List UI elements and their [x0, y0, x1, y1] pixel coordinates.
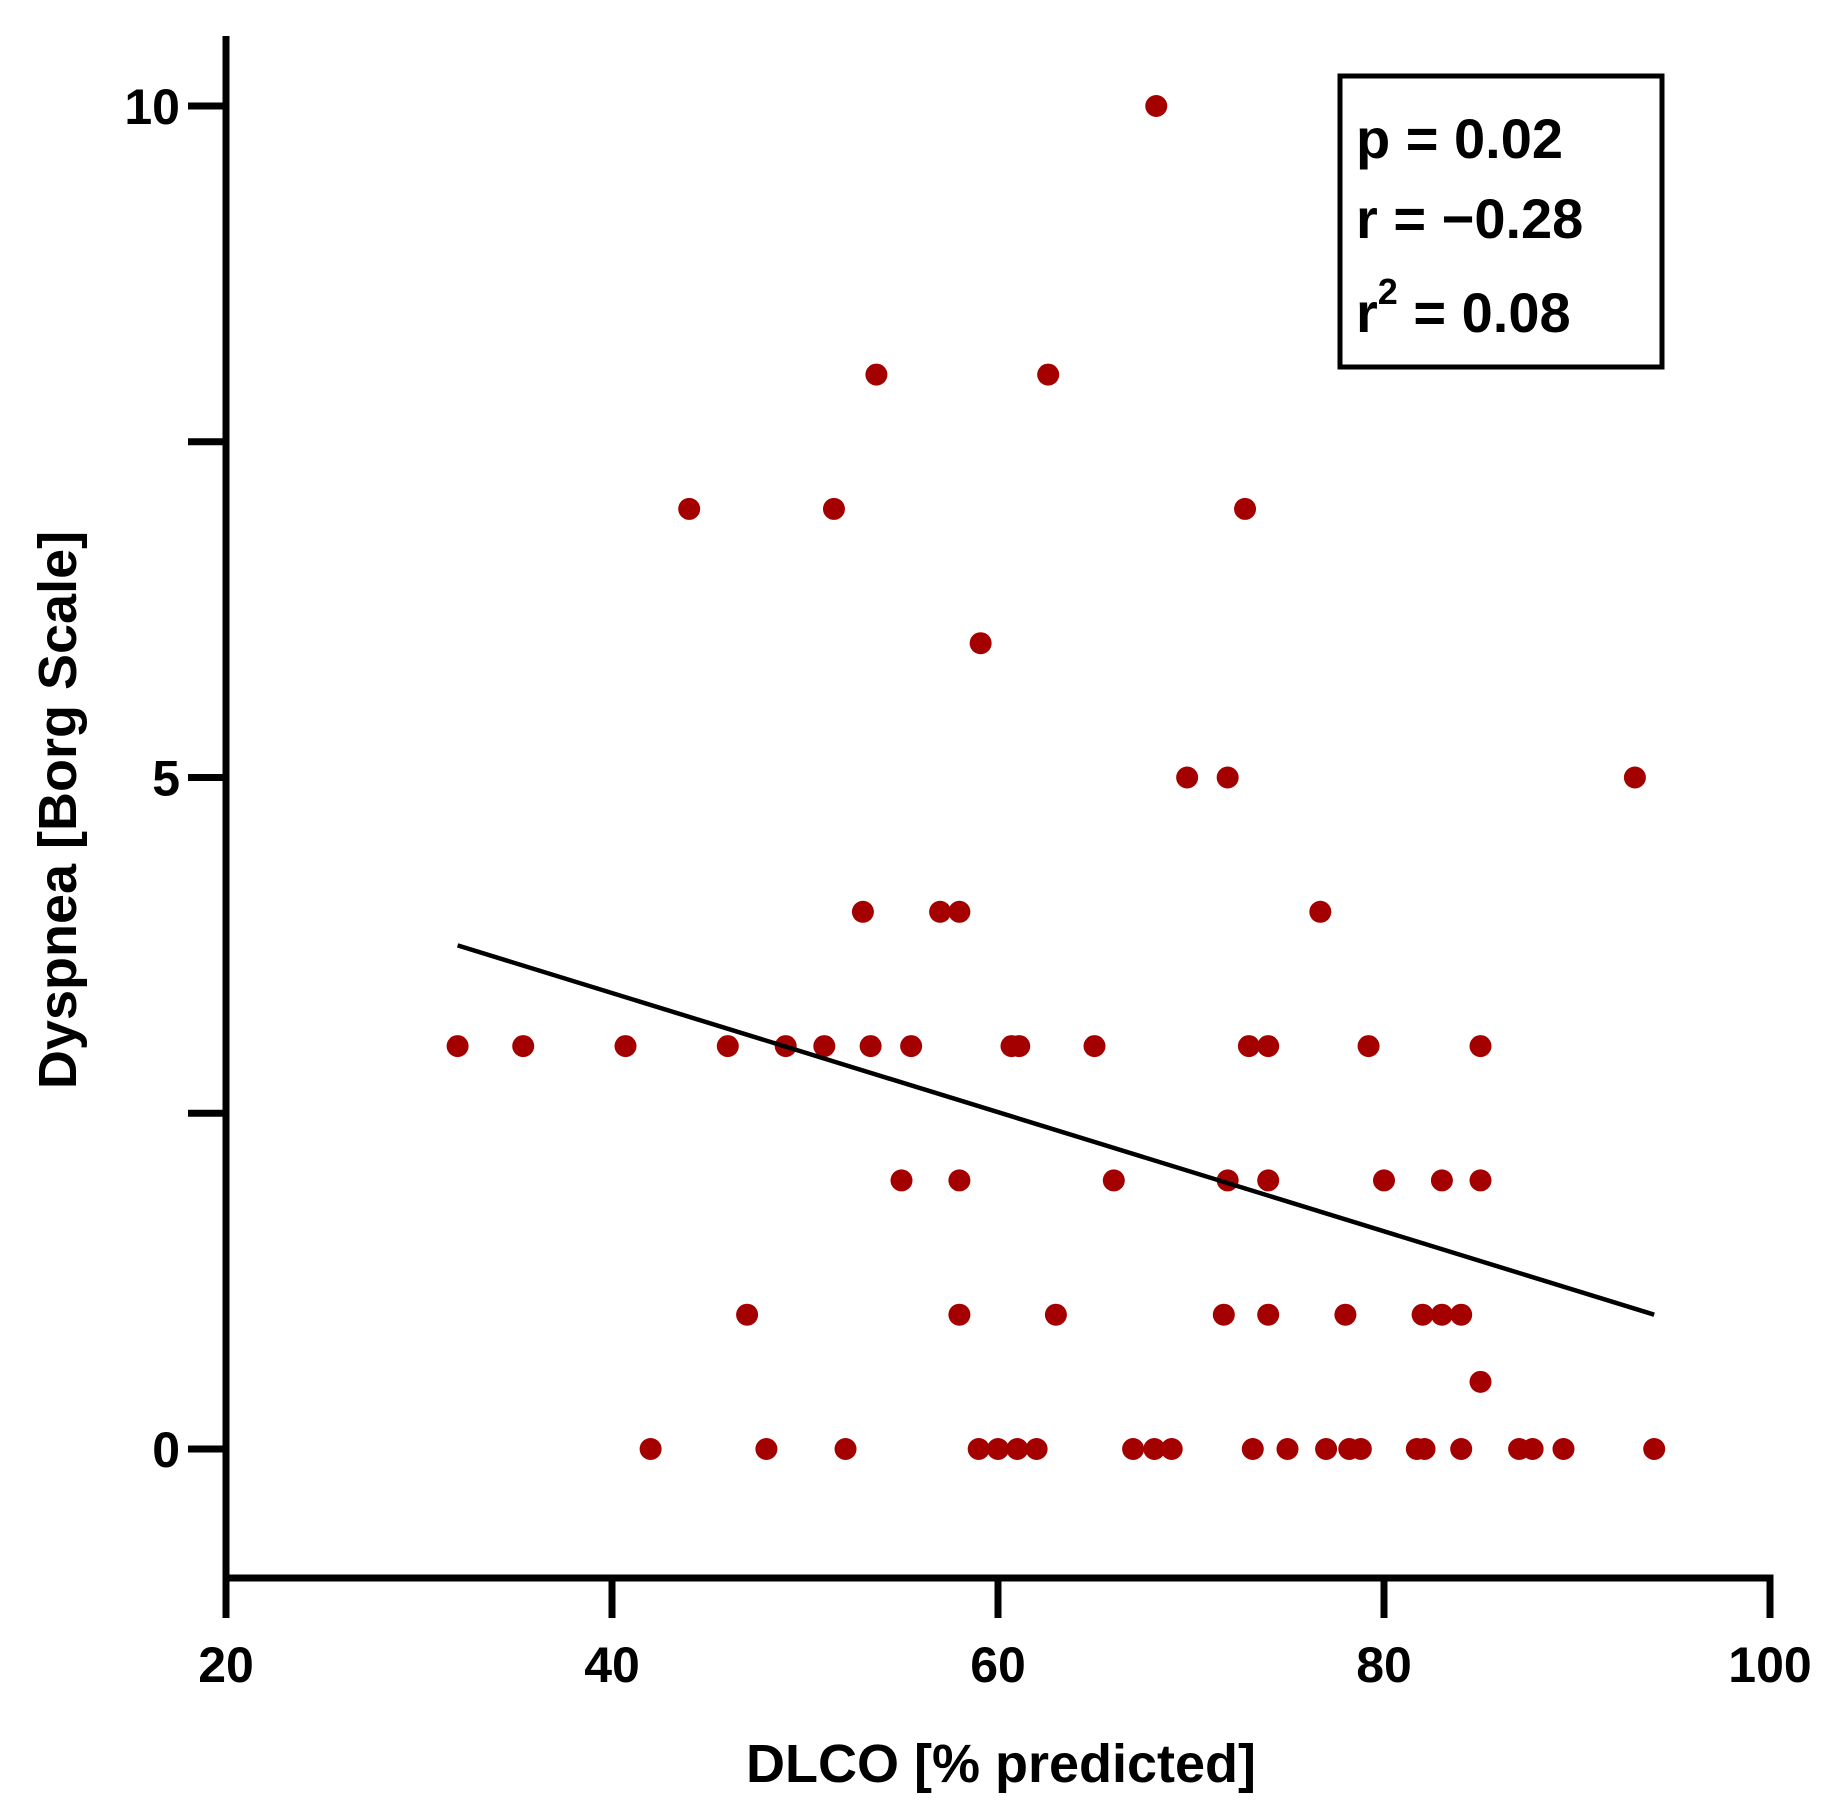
stat-r2-prefix: r	[1356, 281, 1378, 344]
data-point	[614, 1035, 637, 1058]
data-point	[1623, 766, 1646, 789]
data-point	[1552, 1438, 1575, 1460]
x-tick-label: 60	[970, 1637, 1026, 1693]
data-point	[1160, 1438, 1183, 1460]
data-point	[969, 632, 992, 655]
data-point	[1430, 1169, 1453, 1192]
data-point	[678, 497, 701, 520]
data-point	[1469, 1169, 1492, 1192]
data-point	[512, 1035, 535, 1058]
data-point	[1143, 1438, 1166, 1460]
data-point	[948, 1303, 971, 1326]
y-axis-title: Dyspnea [Borg Scale]	[28, 531, 88, 1089]
data-point	[1122, 1438, 1145, 1460]
data-point	[1145, 95, 1168, 117]
data-point	[1257, 1169, 1280, 1192]
data-point	[822, 497, 845, 520]
x-tick-label: 40	[584, 1637, 640, 1693]
data-point	[1450, 1303, 1473, 1326]
data-point	[1008, 1035, 1031, 1058]
data-point	[967, 1438, 990, 1460]
data-point	[1044, 1303, 1067, 1326]
stat-r2-value: r2 = 0.08	[1356, 271, 1571, 344]
stat-p-value: p = 0.02	[1356, 107, 1563, 170]
data-point	[1237, 1035, 1260, 1058]
data-point	[1257, 1035, 1280, 1058]
axes: 20 40 60 80 100 0 5 10	[124, 36, 1812, 1693]
data-point	[1643, 1438, 1666, 1460]
data-point	[865, 363, 888, 386]
data-point	[929, 900, 952, 923]
data-point	[446, 1035, 469, 1058]
stats-box	[1337, 73, 1665, 370]
y-tick-label: 10	[124, 79, 180, 135]
data-point	[1469, 1370, 1492, 1393]
data-point	[1309, 900, 1332, 923]
data-point	[1315, 1438, 1338, 1460]
data-point	[1349, 1438, 1372, 1460]
data-point	[851, 900, 874, 923]
data-point	[1212, 1303, 1235, 1326]
data-point	[813, 1035, 836, 1058]
y-tick-label: 0	[152, 1422, 180, 1478]
y-tick-label: 5	[152, 751, 180, 807]
data-point	[1176, 766, 1199, 789]
stat-r2-exponent: 2	[1378, 271, 1398, 312]
data-point	[1413, 1438, 1436, 1460]
data-point	[859, 1035, 882, 1058]
data-point	[1521, 1438, 1544, 1460]
data-point	[1083, 1035, 1106, 1058]
data-point	[716, 1035, 739, 1058]
x-tick-label: 80	[1356, 1637, 1412, 1693]
data-point	[948, 1169, 971, 1192]
data-point	[948, 900, 971, 923]
data-point	[1334, 1303, 1357, 1326]
data-point	[1025, 1438, 1048, 1460]
regression-line	[456, 943, 1655, 1317]
data-point	[900, 1035, 923, 1058]
data-point	[890, 1169, 913, 1192]
data-point	[755, 1438, 778, 1460]
data-point	[1216, 766, 1239, 789]
data-point	[1241, 1438, 1264, 1460]
data-point	[1411, 1303, 1434, 1326]
data-point	[1037, 363, 1060, 386]
data-point	[1257, 1303, 1280, 1326]
data-point	[1469, 1035, 1492, 1058]
data-points	[446, 95, 1666, 1460]
data-point	[987, 1438, 1009, 1460]
data-point	[1357, 1035, 1380, 1058]
stat-r-value: r = −0.28	[1356, 187, 1583, 250]
regression-line-group	[456, 943, 1655, 1317]
data-point	[639, 1438, 662, 1460]
x-tick-label: 100	[1728, 1637, 1811, 1693]
data-point	[1102, 1169, 1125, 1192]
data-point	[736, 1303, 759, 1326]
data-point	[1373, 1169, 1395, 1192]
data-point	[834, 1438, 857, 1460]
data-point	[1234, 497, 1257, 520]
x-tick-label: 20	[198, 1637, 254, 1693]
data-point	[1430, 1303, 1453, 1326]
data-point	[1006, 1438, 1029, 1460]
stat-r2-suffix: = 0.08	[1398, 281, 1571, 344]
data-point	[1450, 1438, 1473, 1460]
data-point	[1276, 1438, 1299, 1460]
x-axis-title: DLCO [% predicted]	[746, 1734, 1256, 1794]
